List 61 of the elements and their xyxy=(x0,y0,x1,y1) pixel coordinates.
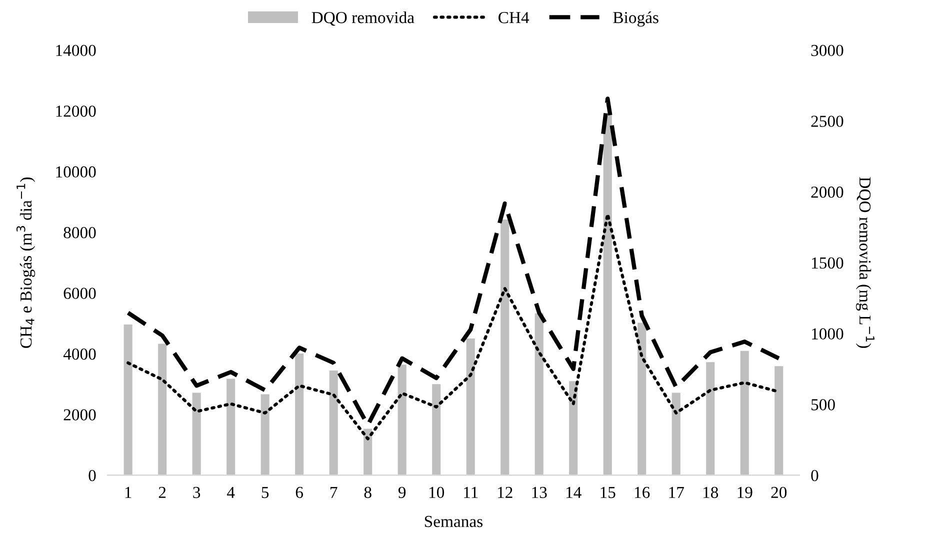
bar xyxy=(672,392,680,476)
x-tick-label: 15 xyxy=(600,486,616,498)
bar xyxy=(466,338,475,476)
bar xyxy=(432,384,441,476)
bar xyxy=(603,114,612,476)
x-tick-label: 17 xyxy=(669,486,684,498)
bar xyxy=(534,313,544,476)
y-tick-label: 12000 xyxy=(56,106,96,117)
y2-tick-label: 1000 xyxy=(812,328,844,340)
y2-tick-label: 2500 xyxy=(811,116,844,127)
legend-label: Biogás xyxy=(613,11,658,27)
y2-tick-label: 1500 xyxy=(812,257,844,269)
x-tick-label: 5 xyxy=(262,487,269,498)
x-tick-label: 18 xyxy=(704,486,718,498)
bar xyxy=(500,219,510,476)
bar xyxy=(260,394,270,476)
y-tick-label: 0 xyxy=(88,470,96,482)
y2-axis-title: DQO removida (mg L$^{−1}$) xyxy=(856,177,874,348)
x-tick-label: 11 xyxy=(464,486,478,498)
y-tick-label: 14000 xyxy=(56,44,96,56)
x-tick-label: 3 xyxy=(193,486,200,498)
x-tick-label: 10 xyxy=(429,486,444,498)
y2-tick-label: 2000 xyxy=(811,186,844,198)
y-tick-label: 4000 xyxy=(63,348,96,360)
y2-tick-label: 500 xyxy=(812,399,835,410)
bar xyxy=(158,344,167,476)
bar xyxy=(329,370,338,476)
x-tick-label: 9 xyxy=(398,486,406,498)
legend-label: CH4 xyxy=(498,12,530,24)
y-tick-label: 2000 xyxy=(64,409,96,420)
x-axis-title: Semanas xyxy=(424,516,482,528)
y2-tick-label: 3000 xyxy=(811,44,844,56)
bar xyxy=(124,324,132,476)
x-tick-label: 2 xyxy=(158,486,166,498)
bar xyxy=(364,428,372,476)
x-tick-label: 16 xyxy=(634,486,650,498)
bar xyxy=(638,322,646,476)
x-tick-label: 13 xyxy=(532,486,547,498)
bar xyxy=(192,392,201,476)
y-tick-label: 8000 xyxy=(64,227,96,238)
x-tick-label: 12 xyxy=(498,486,512,498)
bar xyxy=(774,366,784,476)
y-tick-label: 6000 xyxy=(64,288,96,299)
x-tick-label: 6 xyxy=(296,486,304,498)
bar xyxy=(569,381,578,476)
bar xyxy=(226,378,236,476)
y2-tick-label: 0 xyxy=(811,470,818,482)
bar xyxy=(398,364,406,476)
legend-label: DQO removida xyxy=(312,11,414,26)
bar xyxy=(295,354,304,476)
x-tick-label: 14 xyxy=(566,486,582,498)
x-tick-label: 1 xyxy=(125,486,132,498)
y-tick-label: 10000 xyxy=(56,166,96,178)
x-tick-label: 20 xyxy=(771,486,787,498)
bar xyxy=(706,362,715,476)
x-tick-label: 19 xyxy=(738,486,752,498)
x-tick-label: 7 xyxy=(330,487,338,498)
y-axis-title: CH$_{4}$ e Biogás (m$^{3}$ dia$^{−1}$) xyxy=(16,178,36,348)
x-tick-label: 4 xyxy=(226,486,235,498)
x-tick-label: 8 xyxy=(364,486,372,498)
bar xyxy=(740,350,749,476)
